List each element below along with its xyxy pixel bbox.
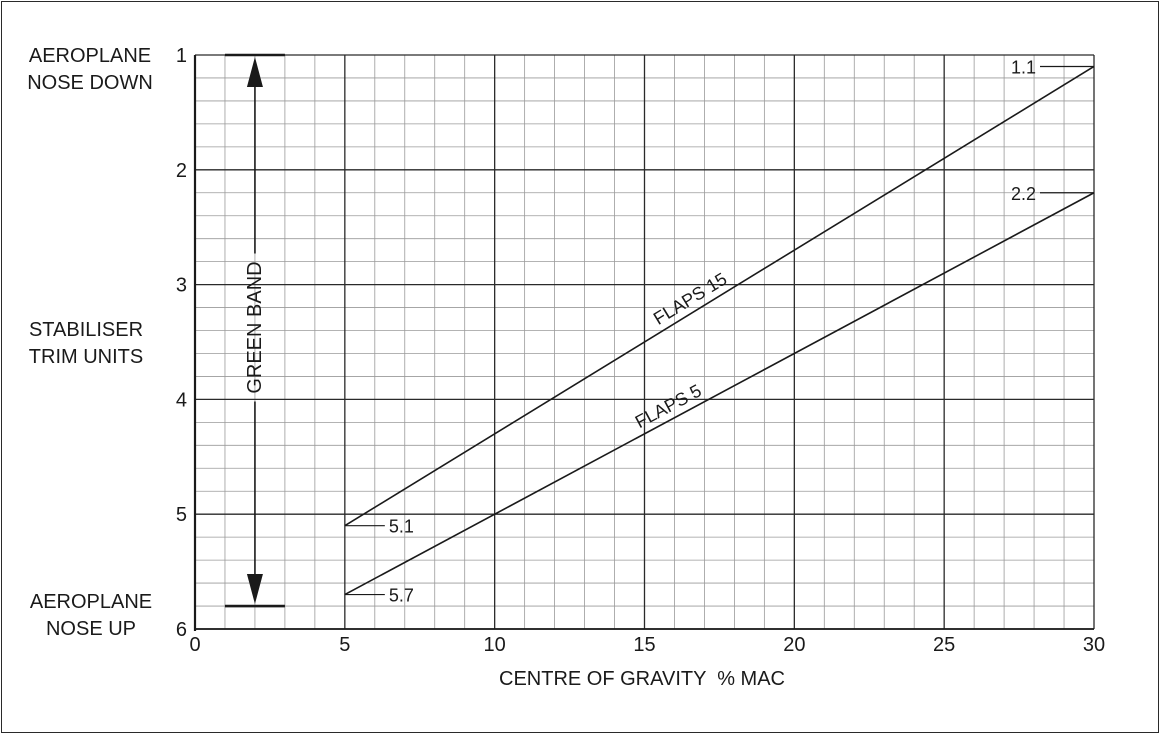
y-axis-title-line2: TRIM UNITS xyxy=(29,346,143,368)
series-name-label: FLAPS 5 xyxy=(632,380,705,432)
x-tick-label: 15 xyxy=(633,634,655,656)
y-tick-label: 2 xyxy=(176,160,187,182)
x-tick-label: 10 xyxy=(484,634,506,656)
value-label: 5.7 xyxy=(389,586,414,606)
series-name-label: FLAPS 15 xyxy=(650,269,730,329)
series-lines: FLAPS 15 5.1 1.1 FLAPS 5 5.7 2.2 xyxy=(344,57,1095,606)
series-line xyxy=(344,192,1095,596)
x-tick-label: 5 xyxy=(339,634,350,656)
y-tick-label: 6 xyxy=(176,619,187,641)
value-label: 2.2 xyxy=(1011,184,1036,204)
x-tick-label: 20 xyxy=(783,634,805,656)
nose-down-label-line2: NOSE DOWN xyxy=(27,72,153,94)
tick-labels: 0 5 10 15 20 25 30 1 2 3 4 5 6 xyxy=(176,45,1105,656)
value-label: 1.1 xyxy=(1011,57,1036,77)
y-tick-label: 1 xyxy=(176,45,187,67)
green-band-up-arrow xyxy=(246,57,263,87)
x-tick-label: 30 xyxy=(1083,634,1105,656)
series-line xyxy=(344,65,1095,527)
nose-up-label-line1: AEROPLANE xyxy=(30,591,152,613)
x-axis-title: CENTRE OF GRAVITY % MAC xyxy=(499,668,785,690)
green-band: GREEN BAND xyxy=(224,53,285,608)
x-tick-label: 0 xyxy=(189,634,200,656)
green-band-label: GREEN BAND xyxy=(244,261,266,393)
value-label: 5.1 xyxy=(389,517,414,537)
major-grid xyxy=(193,54,1095,631)
nose-down-label-line1: AEROPLANE xyxy=(29,45,151,67)
y-axis-title-line1: STABILISER xyxy=(29,319,143,341)
y-tick-label: 5 xyxy=(176,504,187,526)
x-tick-label: 25 xyxy=(933,634,955,656)
nose-up-label-line2: NOSE UP xyxy=(46,618,136,640)
green-band-down-arrow xyxy=(246,574,263,605)
y-tick-label: 3 xyxy=(176,275,187,297)
y-tick-label: 4 xyxy=(176,389,187,411)
